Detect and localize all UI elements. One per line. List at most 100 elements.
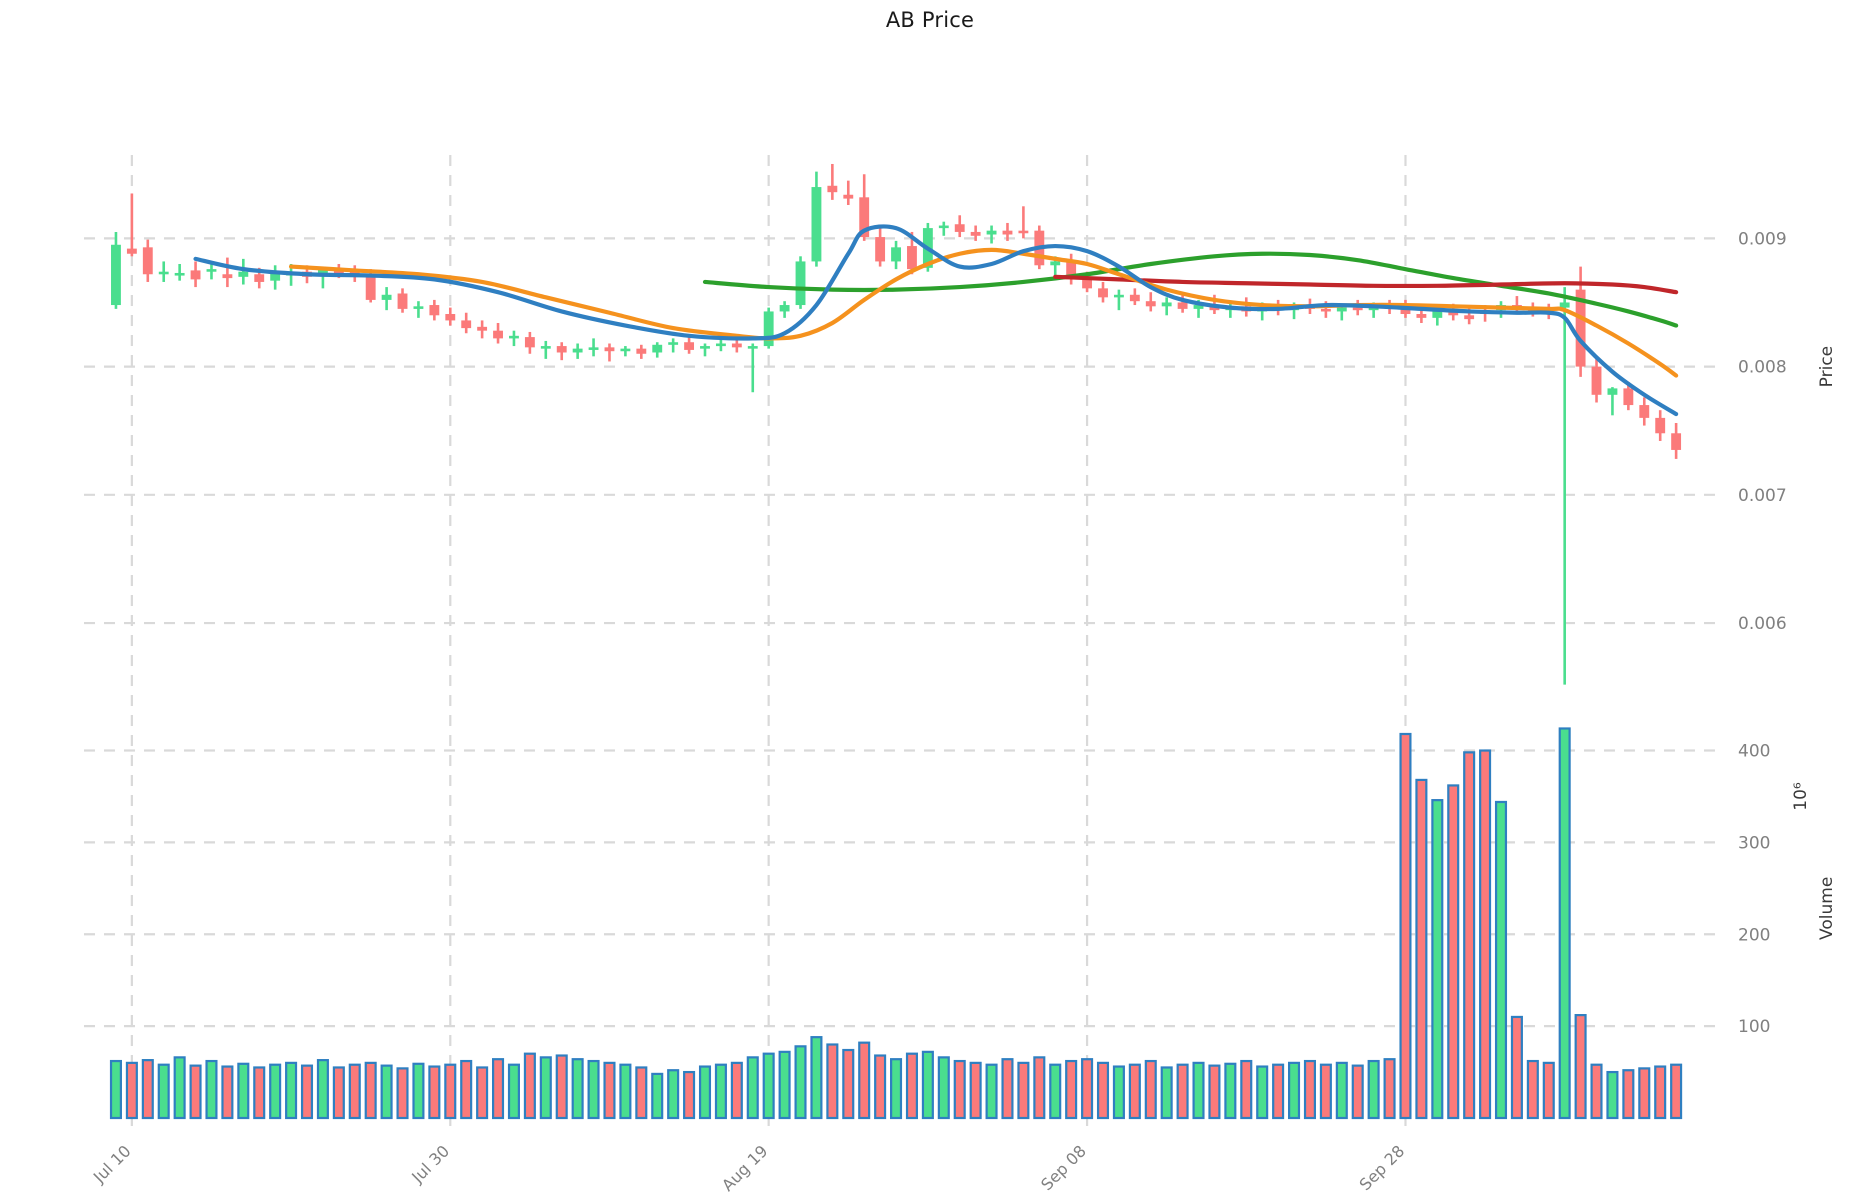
volume-bar bbox=[1303, 1059, 1316, 1120]
volume-tick-label: 300 bbox=[1738, 833, 1770, 853]
volume-bar bbox=[1081, 1058, 1094, 1120]
volume-bar bbox=[890, 1058, 903, 1120]
volume-bar bbox=[1144, 1059, 1157, 1120]
date-tick-label: Jul 10 bbox=[89, 1141, 135, 1187]
candlestick bbox=[1098, 281, 1108, 303]
candlestick bbox=[827, 163, 838, 200]
volume-bar bbox=[1542, 1061, 1555, 1120]
candlestick bbox=[477, 320, 488, 339]
candlestick bbox=[636, 344, 647, 359]
volume-bar bbox=[746, 1056, 759, 1120]
volume-bar bbox=[1256, 1065, 1269, 1120]
volume-bar bbox=[937, 1056, 950, 1120]
candlestick bbox=[142, 239, 153, 282]
volume-bar bbox=[141, 1059, 154, 1120]
volume-bar bbox=[1367, 1059, 1380, 1120]
volume-bar bbox=[523, 1052, 536, 1120]
volume-bar bbox=[730, 1061, 743, 1120]
volume-bar bbox=[1033, 1056, 1046, 1120]
volume-bar bbox=[969, 1061, 982, 1120]
volume-bar bbox=[762, 1052, 775, 1120]
candlestick bbox=[811, 171, 822, 267]
volume-bar bbox=[157, 1063, 170, 1120]
candlestick bbox=[1066, 253, 1077, 285]
volume-bar bbox=[555, 1054, 568, 1120]
volume-bar bbox=[858, 1041, 871, 1120]
volume-layer bbox=[109, 727, 1683, 1120]
ma-line-xlong bbox=[1053, 274, 1679, 295]
volume-bar bbox=[396, 1067, 409, 1120]
candlestick bbox=[381, 287, 392, 311]
volume-bar bbox=[507, 1063, 520, 1120]
candlestick bbox=[668, 338, 679, 353]
price-tick-label: 0.006 bbox=[1738, 614, 1787, 634]
candlestick bbox=[843, 180, 854, 206]
volume-bar bbox=[1638, 1067, 1651, 1120]
volume-bar bbox=[221, 1065, 234, 1120]
candlestick bbox=[445, 307, 456, 326]
volume-bar bbox=[1192, 1061, 1205, 1120]
volume-bar bbox=[571, 1058, 584, 1120]
volume-bar bbox=[1128, 1063, 1141, 1120]
volume-bar bbox=[1606, 1070, 1619, 1120]
volume-bar bbox=[1526, 1059, 1539, 1120]
volume-bar bbox=[874, 1054, 887, 1120]
volume-bar bbox=[921, 1050, 934, 1120]
volume-bar bbox=[842, 1048, 855, 1120]
volume-bar bbox=[1415, 778, 1428, 1120]
volume-tick-label: 200 bbox=[1738, 925, 1770, 945]
volume-bar bbox=[1001, 1058, 1014, 1120]
candlestick bbox=[158, 261, 169, 282]
candlestick bbox=[938, 221, 949, 236]
volume-bar bbox=[1574, 1014, 1587, 1120]
volume-bar bbox=[205, 1059, 218, 1120]
volume-bar bbox=[428, 1065, 441, 1120]
candlestick bbox=[493, 322, 503, 344]
candlestick bbox=[270, 265, 281, 290]
volume-bar bbox=[460, 1059, 473, 1120]
volume-bar bbox=[683, 1070, 696, 1120]
ma-line-mid bbox=[288, 247, 1679, 378]
candlestick bbox=[891, 240, 901, 270]
volume-tick-label: 100 bbox=[1738, 1017, 1770, 1037]
candlestick bbox=[875, 228, 886, 267]
candlestick bbox=[986, 225, 997, 244]
candlestick bbox=[1002, 222, 1013, 241]
grid-layer bbox=[82, 155, 1724, 1134]
volume-bar bbox=[539, 1056, 552, 1120]
volume-bar bbox=[109, 1059, 122, 1120]
candlestick bbox=[222, 257, 233, 288]
volume-bar bbox=[714, 1063, 727, 1120]
volume-bar bbox=[1383, 1058, 1396, 1120]
candlestick bbox=[572, 343, 583, 359]
candlestick bbox=[540, 340, 551, 359]
volume-bar bbox=[285, 1061, 298, 1120]
volume-bar bbox=[587, 1059, 600, 1120]
volume-bar bbox=[237, 1062, 250, 1120]
candlestick bbox=[747, 343, 758, 393]
volume-bar bbox=[1017, 1061, 1030, 1120]
candlestick bbox=[190, 261, 201, 288]
candlestick bbox=[1113, 289, 1124, 311]
volume-bar bbox=[1590, 1063, 1603, 1120]
volume-bar bbox=[1335, 1061, 1348, 1120]
candlestick bbox=[206, 262, 217, 280]
price-tick-label: 0.009 bbox=[1738, 229, 1787, 249]
volume-bar bbox=[1160, 1066, 1173, 1120]
volume-bar bbox=[1510, 1015, 1523, 1120]
candlestick bbox=[397, 288, 408, 313]
volume-bar bbox=[667, 1069, 680, 1120]
candlestick bbox=[461, 312, 472, 334]
volume-bar bbox=[1272, 1063, 1285, 1120]
volume-tick-label: 400 bbox=[1738, 742, 1770, 762]
ma-layer bbox=[193, 224, 1679, 417]
volume-bar bbox=[1351, 1064, 1364, 1120]
volume-bar bbox=[794, 1045, 807, 1120]
chart-title: AB Price bbox=[885, 8, 975, 32]
volume-bar bbox=[189, 1064, 202, 1120]
volume-bar bbox=[1288, 1061, 1301, 1120]
candlestick bbox=[238, 258, 249, 285]
candlestick bbox=[700, 343, 710, 357]
volume-bar bbox=[905, 1052, 918, 1120]
